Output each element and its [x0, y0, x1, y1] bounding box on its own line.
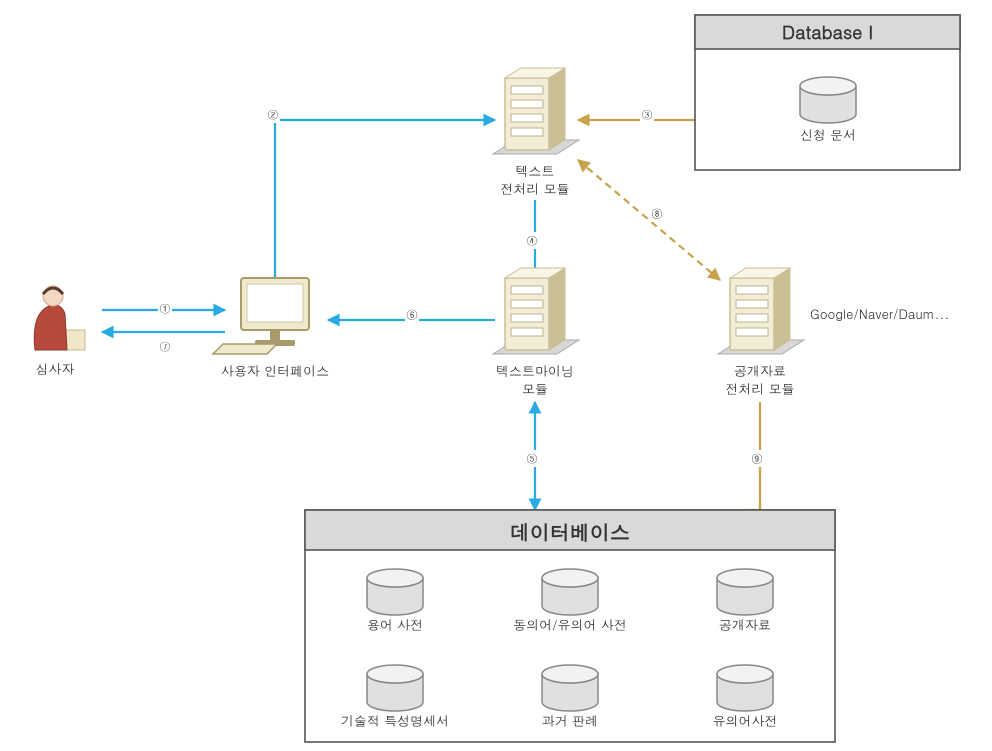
mining-server-icon	[493, 268, 579, 354]
db2-cyl-label-0: 용어 사전	[325, 616, 465, 634]
db1-cyl-label: 신청 문서	[778, 126, 878, 144]
reviewer-icon	[34, 286, 85, 350]
ui-label: 사용자 인터페이스	[195, 362, 355, 380]
search-engines-label: Google/Naver/Daum...	[810, 305, 992, 323]
edge-label-e7: ⑦	[158, 338, 172, 355]
mining-label: 텍스트마이닝 모듈	[455, 362, 615, 397]
db2-cylinder-3	[367, 665, 423, 711]
db1-cylinder	[800, 77, 856, 123]
db2-cylinder-2	[717, 569, 773, 615]
db2-cyl-label-2: 공개자료	[675, 616, 815, 634]
db2-cylinder-5	[717, 665, 773, 711]
edge-e2	[275, 120, 495, 278]
db2-cylinder-1	[542, 569, 598, 615]
edge-label-e5: ⑤	[525, 450, 539, 467]
edge-label-e6: ⑥	[405, 306, 419, 323]
db2-cyl-label-3: 기술적 특성명세서	[325, 712, 465, 730]
edge-label-e8: ⑧	[650, 205, 664, 222]
edge-label-e4: ④	[525, 232, 539, 249]
db2-cyl-label-5: 유의어사전	[675, 712, 815, 730]
database-2-title: 데이터베이스	[305, 518, 835, 545]
edge-label-e9: ⑨	[750, 450, 764, 467]
reviewer-label: 심사자	[0, 360, 135, 378]
edge-label-e3: ③	[640, 106, 654, 123]
db2-cylinder-0	[367, 569, 423, 615]
preproc-label: 텍스트 전처리 모듈	[455, 162, 615, 197]
preproc-server-icon	[493, 68, 579, 154]
db2-cylinder-4	[542, 665, 598, 711]
db2-cyl-label-1: 동의어/유의어 사전	[500, 616, 640, 634]
openmod-label: 공개자료 전처리 모듈	[680, 362, 840, 397]
edge-label-e2: ②	[266, 106, 280, 123]
ui-monitor-icon	[213, 278, 309, 354]
edge-label-e1: ①	[158, 300, 172, 317]
database-1-title: Database I	[695, 21, 960, 45]
openmod-server-icon	[718, 268, 804, 354]
db2-cyl-label-4: 과거 판례	[500, 712, 640, 730]
